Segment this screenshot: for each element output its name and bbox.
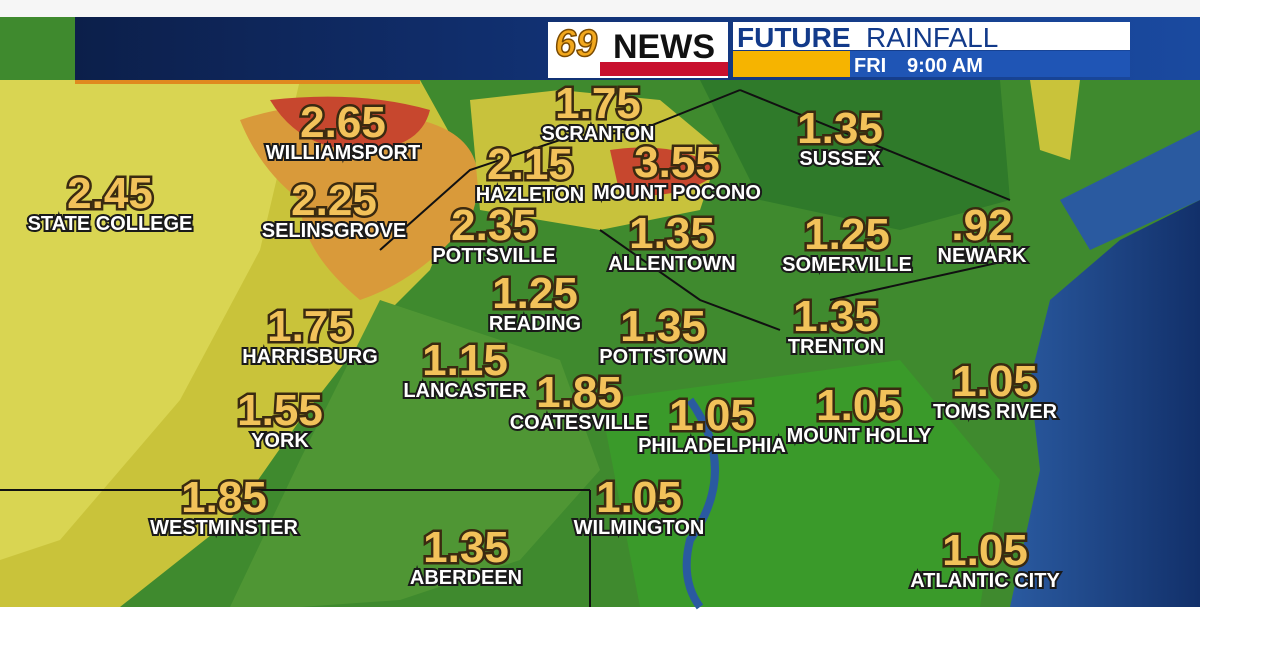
map-background [0, 0, 1200, 610]
rain-value: 1.25 [492, 269, 578, 318]
rain-value: 2.15 [487, 140, 573, 189]
rain-value: 1.05 [816, 381, 902, 430]
logo-number: 69 [555, 23, 597, 65]
rain-value: 1.25 [804, 210, 890, 259]
rain-value: 2.25 [291, 176, 377, 225]
city-name: LANCASTER [403, 380, 527, 402]
rain-value: 1.15 [422, 336, 508, 385]
logo-station: WFMZ-TV [555, 65, 596, 75]
rain-value: 3.55 [634, 138, 720, 187]
rain-value: 1.35 [629, 209, 715, 258]
title-bold: FUTURE [737, 22, 851, 53]
city-name: WILLIAMSPORT [266, 142, 420, 164]
header: 69 NEWS WFMZ-TV FUTURE RAINFALL FRI 9:00… [0, 0, 1200, 84]
city-name: SOMERVILLE [782, 254, 912, 276]
city-name: TRENTON [788, 336, 884, 358]
city-name: SCRANTON [542, 123, 655, 145]
city-name: WESTMINSTER [150, 517, 298, 539]
city-name: TOMS RIVER [933, 401, 1058, 423]
city-name: PHILADELPHIA [638, 435, 786, 457]
rain-value: 1.85 [181, 473, 267, 522]
city-name: SELINSGROVE [262, 220, 406, 242]
rain-value: .92 [951, 201, 1012, 250]
city-name: READING [489, 313, 581, 335]
city-name: ALLENTOWN [608, 253, 735, 275]
rain-value: 1.05 [952, 357, 1038, 406]
logo-word: NEWS [613, 28, 715, 66]
city-name: ABERDEEN [410, 567, 522, 589]
rain-value: 1.35 [793, 292, 879, 341]
city-name: STATE COLLEGE [28, 213, 193, 235]
rain-value: 1.05 [596, 473, 682, 522]
rain-value: 2.35 [451, 201, 537, 250]
rain-value: 1.05 [669, 391, 755, 440]
city-name: POTTSTOWN [599, 346, 726, 368]
title-light: RAINFALL [866, 22, 998, 53]
rain-value: 1.75 [267, 302, 353, 351]
rain-value: 1.05 [942, 526, 1028, 575]
city-name: HARRISBURG [242, 346, 378, 368]
rain-value: 1.75 [555, 79, 641, 128]
rain-value: 2.65 [300, 98, 386, 147]
city-name: COATESVILLE [510, 412, 649, 434]
rain-value: 1.85 [536, 368, 622, 417]
rain-value: 1.55 [237, 386, 323, 435]
city-name: ATLANTIC CITY [910, 570, 1060, 592]
rain-value: 1.35 [797, 104, 883, 153]
city-name: WILMINGTON [574, 517, 705, 539]
rain-value: 1.35 [620, 302, 706, 351]
time: 9:00 AM [907, 55, 983, 77]
city-name: POTTSVILLE [432, 245, 555, 267]
city-name: NEWARK [938, 245, 1027, 267]
rain-value: 1.35 [423, 523, 509, 572]
city-name: MOUNT POCONO [593, 182, 761, 204]
city-name: YORK [251, 430, 309, 452]
rain-value: 2.45 [67, 169, 153, 218]
city-name: MOUNT HOLLY [787, 425, 932, 447]
city-name: SUSSEX [799, 148, 881, 170]
day: FRI [854, 55, 886, 77]
city-name: HAZLETON [476, 184, 585, 206]
